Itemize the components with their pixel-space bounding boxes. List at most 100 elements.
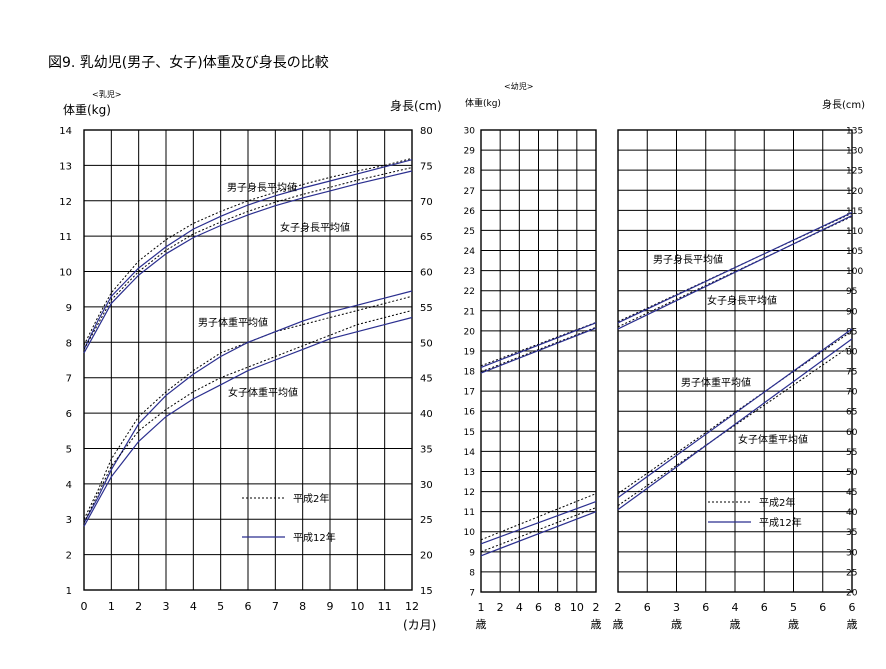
infant-boys-height-heisei12-line (83, 159, 413, 350)
toddler-weight-tick-label: 10 (464, 528, 476, 538)
toddler-weight-tick-label: 13 (464, 468, 475, 478)
toddler-height-tick-label: 110 (846, 227, 863, 237)
infant-girls-weight-heisei2-line (83, 310, 413, 524)
infant-month-tick-label: 6 (245, 600, 252, 613)
toddler-height-tick-label: 85 (846, 327, 857, 337)
toddler-seg1-girls-height-heisei2-line (480, 326, 597, 373)
toddler-age-tick-label: 6 (849, 601, 856, 614)
toddler-height-tick-label: 60 (846, 428, 858, 438)
toddler-plot-frame-2 (617, 129, 853, 593)
infant-weight-tick-label: 3 (66, 515, 72, 526)
infant-weight-tick-label: 10 (59, 268, 72, 279)
infant-weight-tick-label: 7 (66, 374, 72, 385)
infant-weight-tick-label: 5 (66, 444, 72, 455)
infant-chart: <乳児> 体重(kg) 身長(cm) (カ月) 1234567891011121… (59, 89, 441, 632)
toddler-weight-tick-label: 7 (469, 589, 475, 599)
toddler-weight-tick-label: 17 (464, 388, 475, 398)
infant-height-axis-title: 身長(cm) (390, 98, 442, 113)
toddler-age-unit-label: 歳 (591, 618, 602, 631)
infant-month-tick-label: 7 (272, 600, 279, 613)
toddler-age-unit-label: 歳 (847, 618, 858, 631)
infant-weight-tick-label: 6 (66, 409, 72, 420)
toddler-height-tick-label: 130 (846, 147, 863, 157)
toddler-age-tick-label: 4 (732, 601, 739, 614)
infant-height-tick-label: 70 (420, 197, 433, 208)
infant-legend: 平成2年 平成12年 (242, 492, 336, 544)
toddler-height-tick-label: 40 (846, 508, 858, 518)
infant-weight-tick-label: 14 (59, 126, 72, 137)
toddler-age-unit-label: 歳 (671, 618, 682, 631)
toddler-age-unit-label: 歳 (730, 618, 741, 631)
infant-month-tick-label: 11 (378, 600, 392, 613)
infant-month-tick-label: 5 (217, 600, 224, 613)
toddler-seg1-boys-weight-heisei12-line (480, 501, 597, 545)
toddler-seg1-boys-height-heisei12-line (480, 322, 597, 368)
infant-height-tick-label: 65 (420, 232, 433, 243)
toddler-weight-tick-label: 8 (469, 568, 475, 578)
toddler-chart: <幼児> 体重(kg) 身長(cm) 789101112131415161718… (464, 81, 866, 631)
infant-month-tick-label: 10 (350, 600, 364, 613)
toddler-seg2-boys-height-heisei12-line (617, 211, 853, 324)
infant-legend-solid-label: 平成12年 (293, 531, 336, 544)
toddler-age-tick-label: 8 (554, 601, 561, 614)
toddler-seg1-girls-height-heisei12-line (480, 327, 597, 374)
infant-month-tick-label: 12 (405, 600, 419, 613)
toddler-weight-tick-label: 23 (464, 267, 475, 277)
infant-weight-tick-label: 8 (66, 338, 72, 349)
toddler-height-tick-label: 100 (846, 267, 863, 277)
toddler-age-unit-label: 歳 (613, 618, 624, 631)
infant-month-tick-label: 9 (327, 600, 334, 613)
infant-boys-weight-heisei12-line (83, 290, 413, 524)
toddler-weight-tick-label: 9 (469, 548, 475, 558)
toddler-annotation-boys-height: 男子身長平均値 (653, 253, 723, 266)
infant-girls-height-heisei12-line (83, 170, 413, 354)
toddler-age-tick-label: 6 (702, 601, 709, 614)
toddler-annotation-girls-weight: 女子体重平均値 (738, 433, 808, 446)
infant-month-tick-label: 3 (163, 600, 170, 613)
toddler-weight-tick-label: 24 (464, 247, 476, 257)
toddler-seg1-boys-height-heisei2-line (480, 321, 597, 367)
toddler-weight-axis-title: 体重(kg) (465, 97, 501, 109)
infant-height-tick-label: 60 (420, 268, 433, 279)
toddler-legend: 平成2年 平成12年 (708, 496, 802, 529)
infant-panel-label: <乳児> (92, 89, 121, 99)
toddler-seg1-boys-weight-heisei2-line (480, 493, 597, 541)
toddler-age-unit-label: 歳 (476, 618, 487, 631)
toddler-weight-tick-label: 29 (464, 147, 476, 157)
infant-plot-frame (83, 129, 413, 591)
toddler-age-tick-label: 2 (593, 601, 600, 614)
toddler-annotation-boys-weight: 男子体重平均値 (681, 376, 751, 389)
infant-month-tick-label: 4 (190, 600, 197, 613)
infant-height-tick-label: 40 (420, 409, 433, 420)
toddler-seg2-girls-height-heisei12-line (617, 215, 853, 330)
toddler-height-tick-label: 70 (846, 388, 858, 398)
toddler-weight-tick-label: 26 (464, 207, 476, 217)
infant-month-tick-label: 0 (81, 600, 88, 613)
infant-annotation-girls-height: 女子身長平均値 (280, 221, 350, 234)
infant-month-tick-label: 8 (299, 600, 306, 613)
toddler-age-tick-label: 4 (516, 601, 523, 614)
infant-height-tick-label: 50 (420, 338, 433, 349)
toddler-weight-tick-label: 21 (464, 307, 475, 317)
toddler-weight-tick-label: 15 (464, 428, 475, 438)
infant-weight-axis-title: 体重(kg) (63, 103, 111, 117)
infant-annotation-boys-height: 男子身長平均値 (227, 181, 297, 194)
toddler-legend-solid-label: 平成12年 (759, 516, 802, 529)
toddler-weight-tick-label: 19 (464, 347, 476, 357)
infant-month-tick-label: 2 (135, 600, 142, 613)
toddler-weight-tick-label: 20 (464, 327, 476, 337)
infant-height-tick-label: 80 (420, 126, 433, 137)
toddler-height-tick-label: 90 (846, 307, 858, 317)
toddler-weight-tick-label: 11 (464, 508, 475, 518)
toddler-weight-tick-label: 25 (464, 227, 475, 237)
toddler-plot-frame-1 (480, 129, 597, 593)
infant-height-tick-label: 55 (420, 303, 433, 314)
toddler-weight-tick-label: 22 (464, 287, 475, 297)
infant-annotation-boys-weight: 男子体重平均値 (198, 316, 268, 329)
toddler-age-tick-label: 1 (478, 601, 485, 614)
toddler-height-axis-title: 身長(cm) (822, 98, 865, 111)
toddler-age-tick-label: 2 (615, 601, 622, 614)
toddler-age-unit-label: 歳 (788, 618, 799, 631)
toddler-height-tick-label: 80 (846, 347, 858, 357)
